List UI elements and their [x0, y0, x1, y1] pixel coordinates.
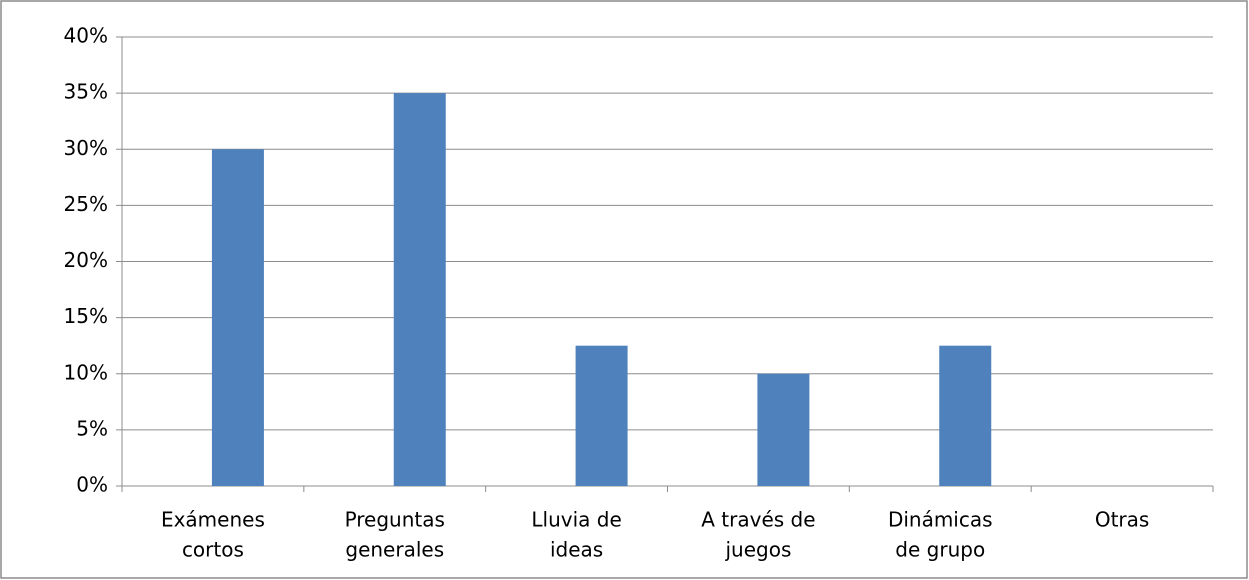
x-tick-label: juegos [724, 538, 791, 562]
x-tick-label: Preguntas [345, 508, 445, 532]
y-tick-label: 20% [64, 248, 108, 272]
x-tick-label: Dinámicas [888, 508, 993, 532]
y-tick-label: 15% [64, 304, 108, 328]
y-tick-label: 25% [64, 192, 108, 216]
x-tick-label: de grupo [895, 538, 985, 562]
x-tick-label: generales [345, 538, 444, 562]
x-tick-label: Otras [1095, 508, 1149, 532]
bar [393, 93, 446, 486]
bar [211, 149, 264, 486]
y-tick-label: 10% [64, 360, 108, 384]
bar [939, 345, 992, 486]
x-tick-label: A través de [701, 508, 815, 532]
y-tick-label: 30% [64, 136, 108, 160]
y-tick-label: 40% [64, 24, 108, 48]
y-tick-label: 0% [76, 473, 108, 497]
y-tick-label: 35% [64, 80, 108, 104]
bar [575, 345, 628, 486]
x-tick-label: cortos [182, 538, 244, 562]
x-tick-label: Exámenes [161, 508, 265, 532]
x-tick-label: ideas [550, 538, 603, 562]
y-tick-label: 5% [76, 416, 108, 440]
x-tick-label: Lluvia de [531, 508, 621, 532]
bar [757, 373, 810, 486]
